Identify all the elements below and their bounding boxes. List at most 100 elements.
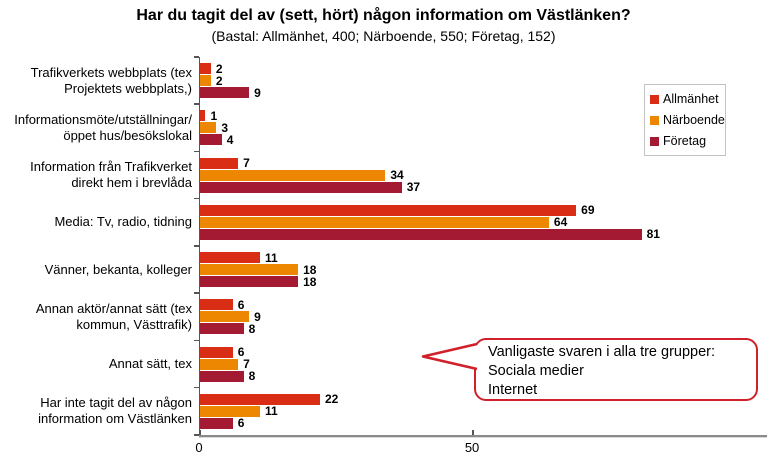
bar-line: 1 xyxy=(200,108,767,123)
x-axis-tick-label: 50 xyxy=(464,440,480,455)
bar-value-label: 7 xyxy=(243,357,250,372)
bar-value-label: 6 xyxy=(237,345,245,360)
bar-group-4: 11 18 18 xyxy=(200,246,767,293)
category-row-0: Trafikverkets webbplats (tex Projektets … xyxy=(0,57,192,104)
bar-allmänhet xyxy=(200,393,320,405)
bar-allmänhet xyxy=(200,63,211,75)
category-label: Trafikverkets webbplats (tex Projektets … xyxy=(30,64,192,96)
bar-line: 3 xyxy=(200,121,767,135)
bar-value-label: 11 xyxy=(264,404,278,419)
bar-allmänhet xyxy=(200,299,233,311)
bar-företag xyxy=(200,134,222,146)
bar-line: 18 xyxy=(200,275,767,289)
legend-swatch-icon xyxy=(650,115,659,125)
y-axis-tick xyxy=(194,386,199,389)
bar-value-label: 2 xyxy=(215,61,223,76)
category-label: Information från Trafikverket direkt hem… xyxy=(30,159,192,191)
legend-item-label: Företag xyxy=(663,134,707,148)
bar-allmänhet xyxy=(200,252,260,264)
y-axis-tick xyxy=(194,339,199,341)
bar-value-label: 11 xyxy=(264,250,278,265)
bar-value-label: 18 xyxy=(303,262,317,277)
bar-group-7: 22 11 6 xyxy=(200,388,767,435)
bar-line: 9 xyxy=(200,310,767,324)
legend-item-label: Närboende xyxy=(663,113,725,127)
legend: Allmänhet Närboende Företag xyxy=(644,84,726,156)
legend-item-närboende: Närboende xyxy=(650,113,725,127)
bar-line: 8 xyxy=(200,369,767,383)
bar-value-label: 64 xyxy=(553,215,568,230)
bar-företag xyxy=(200,323,244,335)
callout-tail xyxy=(421,342,478,371)
bar-value-label: 1 xyxy=(210,108,218,123)
legend-swatch-icon xyxy=(650,94,659,104)
x-axis-tick-label: 0 xyxy=(195,440,203,455)
bar-value-label: 4 xyxy=(226,132,234,147)
bar-line: 18 xyxy=(200,262,767,277)
bar-line: 6 xyxy=(200,345,767,360)
bar-line: 11 xyxy=(200,404,767,419)
bar-line: 34 xyxy=(200,168,767,182)
bar-allmänhet xyxy=(200,157,239,169)
plot-area: 2 2 9 1 3 4 7 34 37 69 64 81 11 18 18 6 9 8 6 7 8 22 11 6 xyxy=(194,56,767,436)
legend-item-allmänhet: Allmänhet xyxy=(650,92,720,106)
category-row-7: Har inte tagit del av någon information … xyxy=(0,388,192,435)
bar-line: 11 xyxy=(200,250,767,265)
bar-närboende xyxy=(200,169,386,181)
legend-item-label: Allmänhet xyxy=(663,92,719,106)
bar-value-label: 37 xyxy=(406,180,421,195)
bar-line: 4 xyxy=(200,132,767,147)
bar-value-label: 6 xyxy=(237,297,245,312)
category-row-1: Informationsmöte/utställningar/ öppet hu… xyxy=(0,104,192,151)
callout-tail-shape xyxy=(421,342,478,371)
chart-subtitle: (Bastal: Allmänhet, 400; Närboende, 550;… xyxy=(211,28,556,44)
y-axis-tick xyxy=(194,56,199,58)
bar-allmänhet xyxy=(200,204,577,216)
bar-företag xyxy=(200,276,299,288)
bar-line: 2 xyxy=(200,61,767,76)
bar-line: 22 xyxy=(200,392,767,406)
bar-line: 8 xyxy=(200,322,767,336)
bar-line: 6 xyxy=(200,416,767,431)
bar-företag xyxy=(200,417,233,429)
bar-företag xyxy=(200,87,250,99)
bar-närboende xyxy=(200,264,299,276)
bar-line: 6 xyxy=(200,297,767,312)
y-axis-tick xyxy=(194,245,199,247)
category-label: Media: Tv, radio, tidning xyxy=(54,214,192,230)
callout-text-line: Sociala medier xyxy=(488,363,584,379)
y-axis-tick xyxy=(194,292,199,294)
bar-line: 7 xyxy=(200,357,767,372)
legend-swatch-icon xyxy=(650,136,659,146)
category-label: Annan aktör/annat sätt (tex kommun, Väst… xyxy=(35,300,192,332)
bar-value-label: 6 xyxy=(237,416,245,431)
bar-line: 9 xyxy=(200,85,767,100)
category-label: Har inte tagit del av någon information … xyxy=(38,395,192,427)
chart-title: Har du tagit del av (sett, hört) någon i… xyxy=(136,7,631,24)
category-row-3: Media: Tv, radio, tidning xyxy=(0,199,192,246)
category-label: Annat sätt, tex xyxy=(108,356,192,372)
bar-line: 2 xyxy=(200,73,767,88)
bar-line: 64 xyxy=(200,215,767,230)
category-label: Informationsmöte/utställningar/ öppet hu… xyxy=(14,111,192,143)
bar-närboende xyxy=(200,75,211,87)
bar-value-label: 2 xyxy=(215,73,223,88)
bar-närboende xyxy=(200,405,260,417)
bar-närboende xyxy=(200,358,239,370)
callout-text-line: Internet xyxy=(488,382,538,398)
bar-line: 7 xyxy=(200,156,767,170)
y-axis-tick xyxy=(194,197,199,200)
bar-value-label: 69 xyxy=(581,203,595,218)
callout-text-line: Vanligaste svaren i alla tre grupper: xyxy=(488,344,716,360)
bar-allmänhet xyxy=(200,346,233,358)
category-row-6: Annat sätt, tex xyxy=(0,341,192,388)
bar-line: 69 xyxy=(200,203,767,218)
callout-bubble: Vanligaste svaren i alla tre grupper: Soc… xyxy=(474,338,758,401)
bar-group-2: 7 34 37 xyxy=(200,152,767,199)
bar-line: 81 xyxy=(200,227,767,241)
bar-value-label: 9 xyxy=(254,85,261,100)
x-axis: 0 50 xyxy=(195,430,767,455)
category-label: Vänner, bekanta, kolleger xyxy=(44,261,192,277)
